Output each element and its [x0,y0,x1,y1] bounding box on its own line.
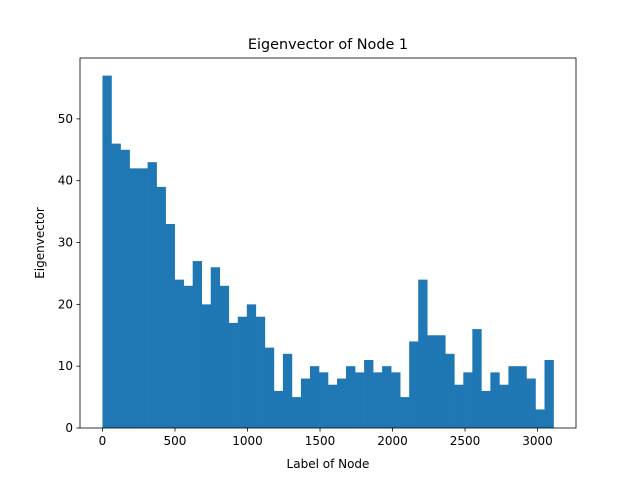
histogram-bar [373,372,383,428]
x-tick-label: 0 [99,434,107,448]
histogram-bar [517,366,527,428]
x-tick-label: 2500 [450,434,481,448]
histogram-bar [400,397,410,428]
histogram-bar [192,261,203,428]
histogram-bar [535,409,545,428]
histogram-bar [409,341,419,428]
histogram-bar [219,285,230,428]
histogram-bar [174,279,184,428]
x-tick-label: 1500 [305,434,336,448]
histogram-bar [201,304,212,428]
plot-area-frame [79,57,577,429]
histogram-bar [328,384,338,428]
x-tick-label: 2000 [377,434,408,448]
histogram-bar [156,186,166,428]
histogram-bar [472,329,482,428]
histogram-bar [237,316,248,428]
histogram-bar [102,75,112,428]
histogram-bar [138,168,148,428]
histogram-bar [111,143,121,429]
histogram-bar [228,322,239,428]
histogram-bar [463,372,473,428]
x-tick-label: 3000 [522,434,553,448]
x-axis-label: Label of Node [287,457,370,471]
y-tick-label: 30 [58,236,73,250]
histogram-bar [129,168,139,428]
histogram-bar [445,353,455,428]
y-tick-label: 0 [65,421,73,435]
histogram-bar [300,378,311,428]
histogram-bar [454,384,464,428]
histogram-bar [337,378,347,428]
histogram-bar [120,149,130,428]
x-axis-ticks: 0 500 1000 1500 2000 2500 3000 [99,428,553,448]
histogram-bar [147,162,157,428]
bars-group [102,75,554,429]
y-tick-label: 50 [58,112,73,126]
histogram-bar [427,335,437,428]
x-tick-label: 500 [164,434,187,448]
histogram-bar [346,366,356,428]
x-tick-label: 1000 [232,434,263,448]
y-tick-label: 10 [58,359,73,373]
histogram-bar [255,316,266,428]
histogram-bar [526,378,536,428]
histogram-bar [382,366,392,428]
histogram-bar [246,304,257,428]
histogram-bar [264,347,275,428]
histogram-bar [499,384,509,428]
histogram-bar [318,372,329,428]
histogram-bar [436,335,446,428]
histogram-bar [282,353,293,428]
histogram-bar [391,372,401,428]
histogram-bar [165,223,175,428]
histogram-bar [490,372,500,428]
histogram-bar [508,366,518,428]
histogram-bar [273,390,284,428]
y-tick-label: 40 [58,174,73,188]
histogram-bar [418,279,428,428]
y-axis-ticks: 0 10 20 30 40 50 [58,112,80,435]
histogram-bar [210,267,221,428]
histogram-bar [544,359,554,428]
y-axis-label: Eigenvector [33,207,47,279]
histogram-bar [309,366,320,428]
histogram-bar [291,397,302,428]
histogram-bar [364,359,374,428]
y-tick-label: 20 [58,297,73,311]
histogram-bar [481,390,491,428]
chart-title: Eigenvector of Node 1 [248,37,408,53]
histogram-bar [355,372,365,428]
histogram-bar [183,285,193,428]
